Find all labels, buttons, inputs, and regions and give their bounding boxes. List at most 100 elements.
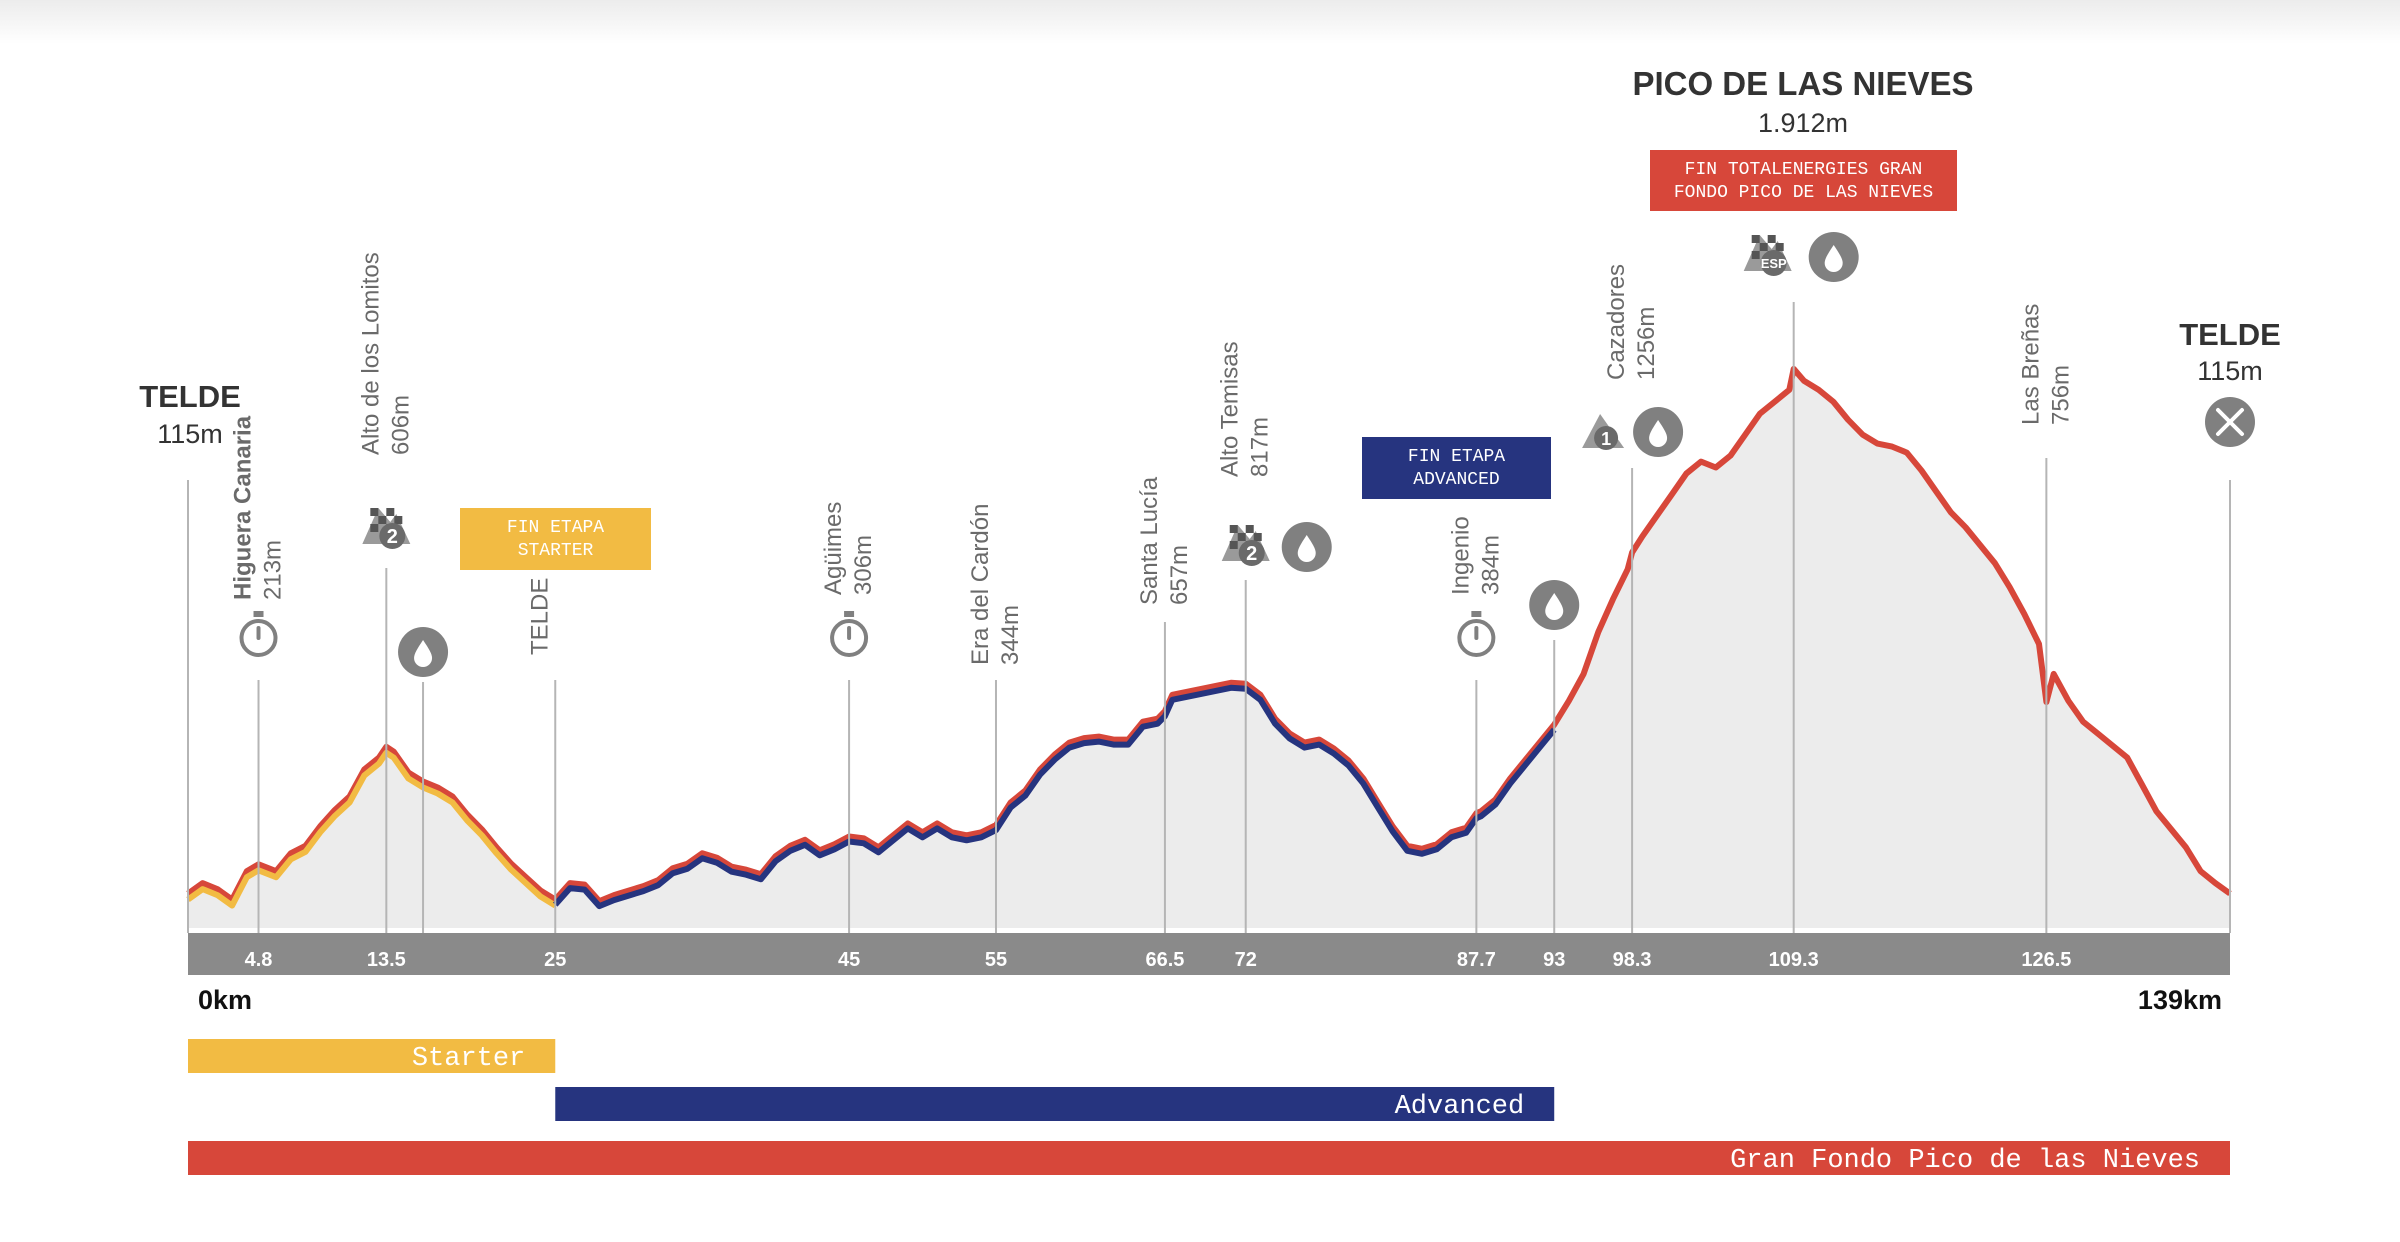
food-icon [2205,397,2255,447]
waypoint-name: Higuera Canaria [230,415,257,600]
starter-profile-line [186,749,557,909]
route-bar-fill [188,1039,556,1073]
waypoint-name: Las Breñas [2017,304,2044,425]
stopwatch-icon [830,611,869,657]
stage-label-box [1650,150,1957,211]
stage-label-line: FIN ETAPA [507,518,604,538]
stage-finish-label: FIN TOTALENERGIES GRAN FONDO PICO DE LAS … [1650,150,1957,211]
km-tick-label: 13.5 [367,949,406,971]
route-bar-label: Gran Fondo Pico de las Nieves [1730,1146,2200,1176]
category-badge [1760,250,1787,276]
waypoint-elevation: 384m [1477,535,1504,595]
km-tick-label: 93 [1543,949,1565,971]
waypoint-name: Alto Temisas [1217,341,1244,477]
waypoint-name: Alto de los Lomitos [357,252,384,455]
km-axis-band [188,933,2230,975]
stage-label-line: FONDO PICO DE LAS NIEVES [1674,183,1933,203]
checker-square [1759,243,1768,251]
checker-square [394,516,403,524]
checker-square [1751,235,1760,243]
water-drop-icon [1808,232,1859,282]
route-bar-label: Advanced [1395,1092,1525,1122]
km-tick-label: 55 [985,949,1007,971]
stopwatch-ring [1457,619,1496,657]
waypoint-name: Cazadores [1603,264,1630,380]
stopwatch-icon [239,611,278,657]
top-shadow-bar [0,0,2400,44]
waypoint-elevation: 1256m [1633,307,1660,380]
stopwatch-crown [1471,611,1482,617]
checker-square [386,508,395,516]
checker-square [1245,525,1254,533]
stopwatch-crown [253,611,264,617]
km-tick-label: 72 [1235,949,1257,971]
route-bar: Starter [188,1039,556,1074]
km-tick-label: 25 [544,949,566,971]
waypoint-elevation: 306m [850,535,877,595]
stage-label-box [1362,437,1551,499]
water-drop-icon [1633,407,1684,457]
route-bar-label: Starter [412,1044,525,1074]
route-bar: Advanced [555,1087,1555,1122]
category-badge-text: 1 [1601,429,1611,449]
water-drop-shape [414,640,433,667]
stage-label-line: FIN ETAPA [1408,447,1505,467]
category-badge [1594,426,1619,450]
waypoint-elevation: 213m [260,540,287,600]
category-badge-text: 2 [387,526,398,548]
category-badge-text: 2 [1246,543,1257,565]
route-bar: Gran Fondo Pico de las Nieves [188,1141,2230,1176]
checker-square [1775,243,1784,251]
climb-esp-icon: ESP [1743,235,1792,276]
stage-finish-label: FIN ETAPA ADVANCED [1362,437,1551,499]
waypoint-elevation: 344m [997,605,1024,665]
category-badge-text: ESP [1761,256,1787,271]
start-km-label: 0km [198,985,252,1015]
stage-label-line: STARTER [518,541,594,561]
finish-elevation: 115m [2197,356,2263,386]
route-bar-fill [188,1141,2230,1175]
stopwatch-ring [830,619,869,657]
stopwatch-crown [844,611,855,617]
waypoint-name: Era del Cardón [967,504,994,665]
waypoint-name: Santa Lucía [1136,476,1163,605]
waypoint-elevation: 606m [387,395,414,455]
stopwatch-ring [239,619,278,657]
checker-square [1237,533,1246,541]
category-badge [379,523,406,549]
chart-title: PICO DE LAS NIEVES [1632,65,1973,102]
summit-elevation: 1.912m [1758,108,1848,138]
km-tick-label: 4.8 [245,949,273,971]
water-drop-icon [398,627,449,677]
checker-square [1229,541,1238,549]
water-drop-shape [1649,420,1668,447]
finish-km-label: 139km [2138,985,2222,1015]
finish-name: TELDE [2179,317,2281,352]
water-drop-shape [1297,535,1316,562]
stage-finish-label: FIN ETAPA STARTER [460,508,651,570]
start-name: TELDE [139,379,241,414]
waypoint-name: TELDE [526,578,553,655]
water-drop-shape [1824,245,1843,272]
waypoint-name: Ingenio [1447,516,1474,595]
advanced-profile-line [553,684,1557,910]
climb-cat-1-icon: 1 [1582,414,1625,450]
stopwatch-icon [1457,611,1496,657]
route-bar-fill [555,1087,1555,1121]
water-drop-icon [1281,522,1332,572]
checker-square [378,516,387,524]
checker-square [1767,235,1776,243]
checker-square [370,524,379,532]
km-tick-label: 109.3 [1769,949,1819,971]
checker-square [370,508,379,516]
water-drop-icon [1529,580,1580,630]
stage-label-line: FIN TOTALENERGIES GRAN [1685,160,1923,180]
stage-label-box [460,508,651,570]
checker-square [1229,525,1238,533]
waypoint-name: Agüimes [820,502,847,595]
km-tick-label: 126.5 [2021,949,2071,971]
km-tick-label: 45 [838,949,860,971]
waypoint-elevation: 817m [1247,417,1274,477]
climb-cat-2-icon: 2 [362,508,411,549]
